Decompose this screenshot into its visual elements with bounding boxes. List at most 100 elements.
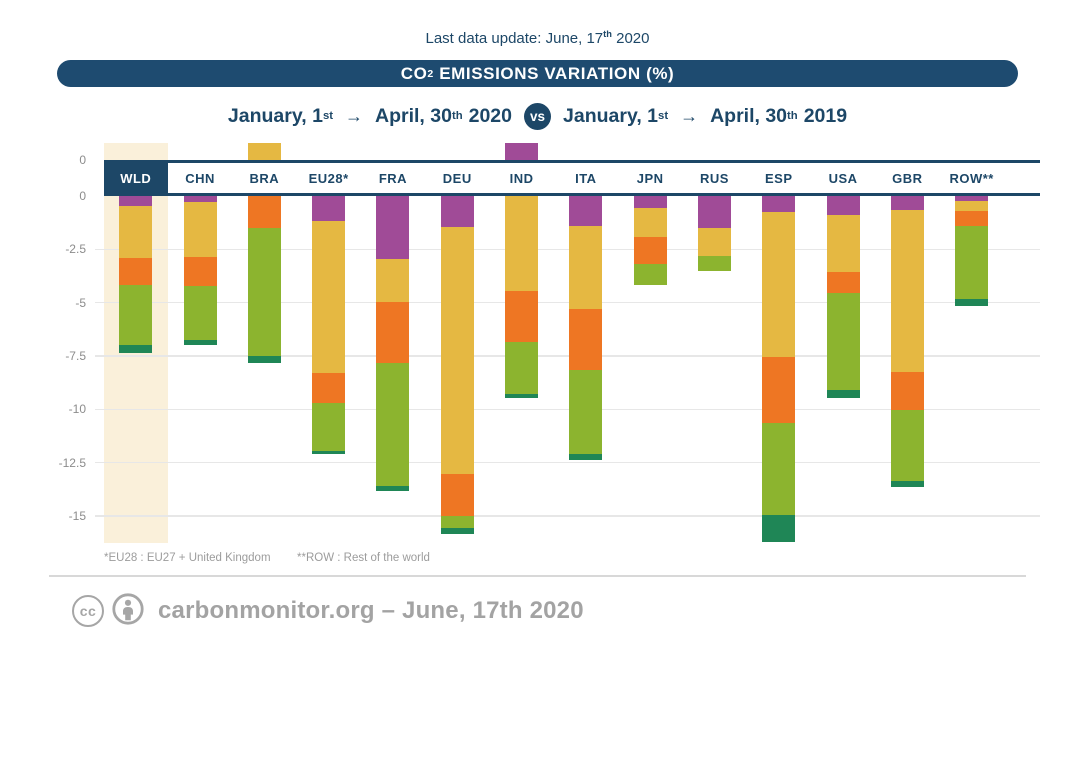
- bar-segment-eu28-purple: [312, 196, 346, 221]
- bar-segment-deu-green: [440, 515, 474, 528]
- bar-segment-deu-purple: [440, 196, 474, 227]
- bar-segment-gbr-orange: [890, 371, 924, 411]
- attribution-person-icon: [112, 592, 144, 630]
- period-2019-year: 2019: [803, 104, 848, 127]
- bar-segment-deu-orange: [440, 474, 474, 516]
- bar-segment-jpn-orange: [633, 236, 667, 265]
- country-label-deu: DEU: [442, 170, 472, 186]
- bar-segment-bra-orange: [247, 196, 281, 228]
- bar-segment-chn-purple: [183, 196, 217, 203]
- bar-segment-usa-orange: [826, 271, 860, 294]
- y-axis-tick-label: -12.5: [58, 455, 86, 470]
- bar-segment-deu-yellow: [440, 226, 474, 475]
- footnote-row: **ROW : Rest of the world: [297, 552, 430, 564]
- country-label-jpn: JPN: [636, 170, 664, 186]
- bar-segment-wld-yellow: [119, 205, 153, 258]
- last-update-text: Last data update: June, 17th 2020: [0, 29, 1075, 47]
- bar-segment-ita-purple: [569, 196, 603, 226]
- y-axis-tick-label: -2.5: [65, 242, 86, 257]
- bar-segment-row-yellow: [955, 201, 989, 211]
- period-2019-start: January, 1: [563, 104, 659, 127]
- title-co: CO: [400, 63, 428, 83]
- footer-divider: [49, 575, 1026, 577]
- arrow-right-icon: →: [344, 105, 363, 126]
- arrow-right-icon: →: [680, 105, 699, 126]
- last-update-year: 2020: [616, 30, 650, 47]
- y-axis-tick-label: 0: [79, 189, 86, 203]
- bar-segment-chn-teal: [183, 339, 217, 346]
- gridline: [95, 355, 1040, 357]
- last-update-prefix: Last data update: June, 17: [425, 30, 604, 47]
- bar-segment-rus-green: [697, 255, 731, 271]
- bar-segment-esp-green: [762, 423, 796, 515]
- gridline: [95, 515, 1040, 517]
- ordinal-st: st: [322, 110, 333, 122]
- bar-segment-ind-yellow: [505, 196, 539, 291]
- gridline: [95, 248, 1040, 251]
- bar-segment-esp-purple: [762, 196, 796, 212]
- country-label-wld: WLD: [103, 160, 168, 196]
- period-2020-start: January, 1: [227, 104, 323, 127]
- bar-segment-bra-yellow: [247, 142, 281, 160]
- bar-segment-usa-yellow: [826, 215, 860, 272]
- ordinal-st: st: [658, 110, 669, 122]
- bar-segment-ita-teal: [569, 454, 603, 461]
- bar-segment-ita-green: [569, 369, 603, 455]
- country-label-fra: FRA: [378, 170, 408, 186]
- country-label-ind: IND: [509, 170, 534, 186]
- bar-segment-ind-purple: [505, 142, 539, 160]
- bar-segment-chn-green: [183, 285, 217, 340]
- bar-segment-bra-teal: [247, 355, 281, 364]
- country-label-ita: ITA: [575, 170, 597, 186]
- country-label-row: ROW**: [949, 170, 994, 186]
- bar-segment-jpn-purple: [633, 196, 667, 208]
- country-label-rus: RUS: [699, 170, 729, 186]
- bar-segment-wld-teal: [119, 345, 153, 353]
- bar-segment-ind-green: [505, 342, 539, 395]
- bar-segment-gbr-teal: [890, 480, 924, 488]
- bar-segment-ind-orange: [505, 290, 539, 343]
- title-rest: EMISSIONS VARIATION (%): [439, 63, 675, 83]
- brand-and-date: carbonmonitor.org – June, 17th 2020: [158, 597, 584, 624]
- y-axis-tick-label: -7.5: [65, 348, 86, 363]
- bar-segment-deu-teal: [440, 527, 474, 535]
- bar-segment-usa-purple: [826, 196, 860, 216]
- bar-segment-rus-purple: [697, 196, 731, 228]
- bar-segment-esp-teal: [762, 514, 796, 542]
- country-label-usa: USA: [828, 170, 858, 186]
- bar-segment-rus-yellow: [697, 227, 731, 256]
- creative-commons-icon: cc: [72, 595, 104, 627]
- bar-segment-esp-orange: [762, 357, 796, 424]
- bar-segment-ita-yellow: [569, 225, 603, 310]
- bar-segment-wld-purple: [119, 196, 153, 206]
- bar-segment-row-purple: [955, 196, 989, 202]
- bar-segment-gbr-yellow: [890, 209, 924, 372]
- ordinal-th: th: [787, 110, 798, 122]
- gridline: [95, 301, 1040, 304]
- bar-segment-row-green: [955, 225, 989, 300]
- country-label-band: [103, 160, 1040, 196]
- country-label-esp: ESP: [764, 170, 793, 186]
- title-subscript-2: 2: [427, 67, 434, 80]
- period-2019-end: April, 30: [710, 104, 788, 127]
- bar-segment-bra-green: [247, 227, 281, 356]
- footnote-eu28: *EU28 : EU27 + United Kingdom: [104, 552, 271, 564]
- ordinal-th: th: [451, 110, 463, 122]
- bar-segment-jpn-green: [633, 264, 667, 285]
- bar-segment-usa-teal: [826, 390, 860, 398]
- bar-segment-gbr-green: [890, 410, 924, 481]
- country-label-gbr: GBR: [892, 170, 923, 186]
- chart-title-banner: CO 2 EMISSIONS VARIATION (%): [57, 60, 1018, 87]
- bar-segment-fra-green: [376, 363, 410, 487]
- bar-segment-eu28-yellow: [312, 220, 346, 374]
- bar-segment-fra-yellow: [376, 258, 410, 302]
- bar-segment-eu28-teal: [312, 450, 346, 455]
- bar-segment-eu28-green: [312, 402, 346, 451]
- bar-segment-wld-green: [119, 284, 153, 346]
- country-label-chn: CHN: [185, 170, 215, 186]
- bar-segment-eu28-orange: [312, 373, 346, 403]
- bar-segment-usa-green: [826, 293, 860, 391]
- bar-segment-ind-teal: [505, 394, 539, 398]
